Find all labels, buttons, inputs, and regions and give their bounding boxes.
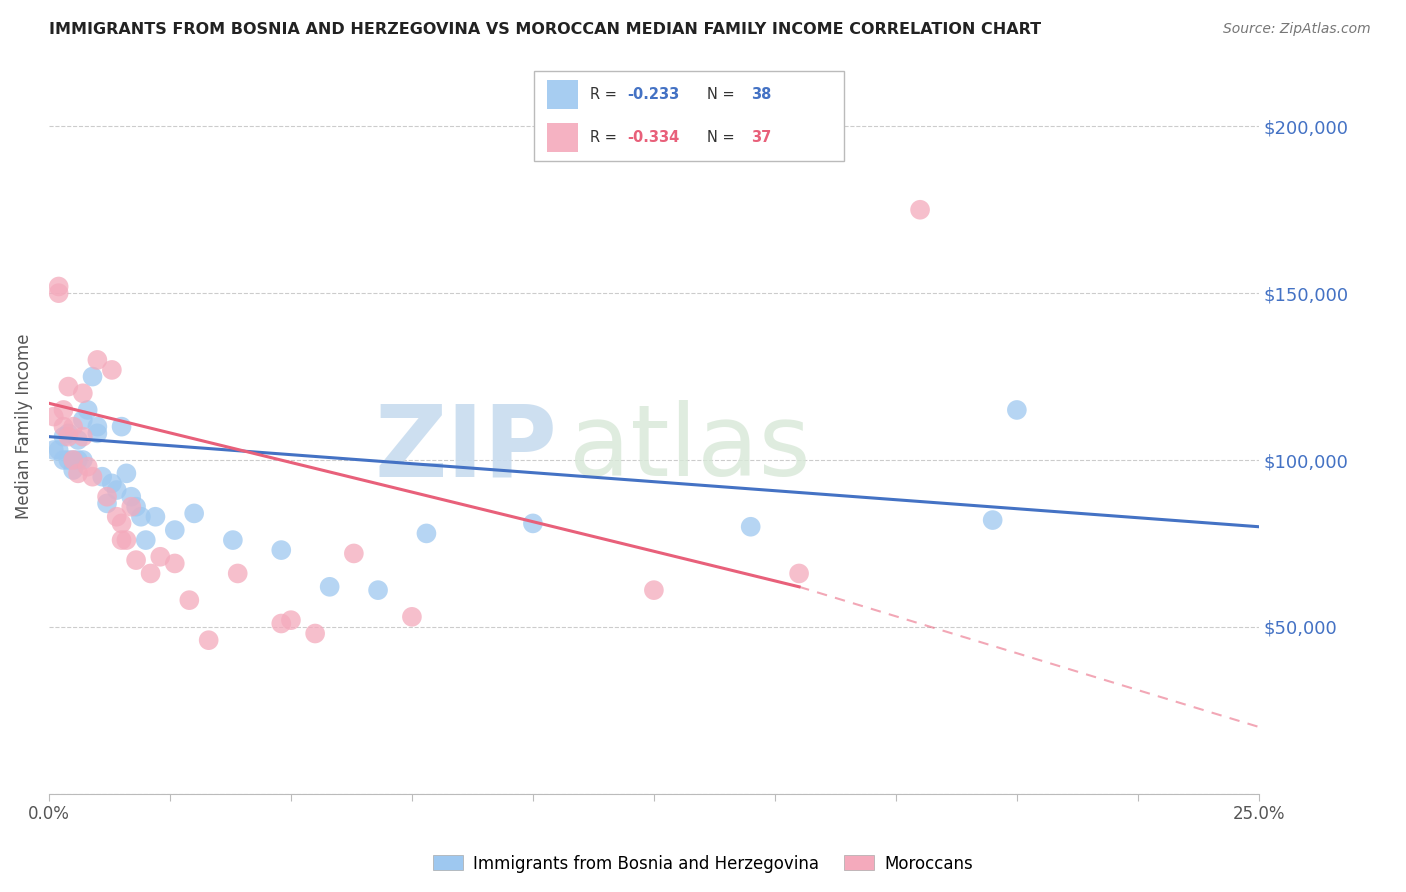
Text: ZIP: ZIP xyxy=(374,401,557,497)
Point xyxy=(105,509,128,524)
Text: -0.233: -0.233 xyxy=(627,87,679,102)
Point xyxy=(62,419,84,434)
Bar xyxy=(547,123,578,152)
Text: 37: 37 xyxy=(751,130,770,145)
Point xyxy=(86,419,108,434)
Point xyxy=(52,403,75,417)
Point xyxy=(1005,403,1028,417)
Point xyxy=(48,286,70,301)
Text: R =: R = xyxy=(591,87,621,102)
Point xyxy=(787,566,810,581)
Text: N =: N = xyxy=(707,87,740,102)
Point xyxy=(129,509,152,524)
Point xyxy=(62,453,84,467)
Point xyxy=(86,426,108,441)
Point xyxy=(149,549,172,564)
Point xyxy=(367,583,389,598)
Point xyxy=(226,566,249,581)
Point xyxy=(66,433,89,447)
Point xyxy=(120,500,142,514)
Point xyxy=(163,557,186,571)
Text: Source: ZipAtlas.com: Source: ZipAtlas.com xyxy=(1223,22,1371,37)
Point xyxy=(522,516,544,531)
Text: IMMIGRANTS FROM BOSNIA AND HERZEGOVINA VS MOROCCAN MEDIAN FAMILY INCOME CORRELAT: IMMIGRANTS FROM BOSNIA AND HERZEGOVINA V… xyxy=(49,22,1042,37)
Point xyxy=(101,363,124,377)
Point xyxy=(125,553,148,567)
Point xyxy=(125,500,148,514)
Point xyxy=(42,409,65,424)
Point xyxy=(280,613,302,627)
Point xyxy=(72,453,94,467)
Point xyxy=(58,453,80,467)
Point xyxy=(62,463,84,477)
Point xyxy=(96,496,118,510)
Point xyxy=(110,533,132,547)
Text: atlas: atlas xyxy=(569,401,811,497)
Point xyxy=(52,419,75,434)
Point xyxy=(72,413,94,427)
Point xyxy=(740,520,762,534)
Point xyxy=(72,430,94,444)
Point xyxy=(643,583,665,598)
Y-axis label: Median Family Income: Median Family Income xyxy=(15,334,32,519)
Point xyxy=(222,533,245,547)
Point xyxy=(58,379,80,393)
Point xyxy=(120,490,142,504)
Point xyxy=(270,616,292,631)
Point xyxy=(145,509,167,524)
Point xyxy=(304,626,326,640)
Point xyxy=(52,453,75,467)
Point xyxy=(135,533,157,547)
Point xyxy=(66,467,89,481)
Point xyxy=(318,580,340,594)
Point xyxy=(163,523,186,537)
Point xyxy=(183,507,205,521)
Point xyxy=(82,369,104,384)
Point xyxy=(981,513,1004,527)
Point xyxy=(115,467,138,481)
Point xyxy=(82,469,104,483)
Point xyxy=(76,459,98,474)
Text: R =: R = xyxy=(591,130,621,145)
Point xyxy=(66,453,89,467)
Bar xyxy=(547,80,578,109)
Point xyxy=(91,469,114,483)
Point xyxy=(72,386,94,401)
Point xyxy=(48,442,70,457)
Point xyxy=(115,533,138,547)
Text: N =: N = xyxy=(707,130,740,145)
Point xyxy=(105,483,128,497)
Point xyxy=(110,516,132,531)
Point xyxy=(76,403,98,417)
Point xyxy=(270,543,292,558)
Point xyxy=(42,442,65,457)
Point xyxy=(179,593,201,607)
Legend: Immigrants from Bosnia and Herzegovina, Moroccans: Immigrants from Bosnia and Herzegovina, … xyxy=(426,848,980,880)
Point xyxy=(110,419,132,434)
Point xyxy=(52,430,75,444)
Point xyxy=(343,546,366,560)
Point xyxy=(139,566,162,581)
Text: 38: 38 xyxy=(751,87,770,102)
Point xyxy=(58,430,80,444)
Point xyxy=(197,633,219,648)
Point xyxy=(96,490,118,504)
Point xyxy=(101,476,124,491)
Point xyxy=(401,610,423,624)
Point xyxy=(62,453,84,467)
Text: -0.334: -0.334 xyxy=(627,130,679,145)
Point xyxy=(415,526,437,541)
Point xyxy=(58,426,80,441)
Point xyxy=(48,279,70,293)
Point xyxy=(86,352,108,367)
Point xyxy=(908,202,931,217)
